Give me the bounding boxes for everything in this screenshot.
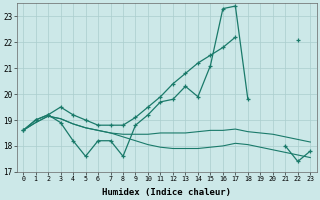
X-axis label: Humidex (Indice chaleur): Humidex (Indice chaleur) xyxy=(102,188,231,197)
